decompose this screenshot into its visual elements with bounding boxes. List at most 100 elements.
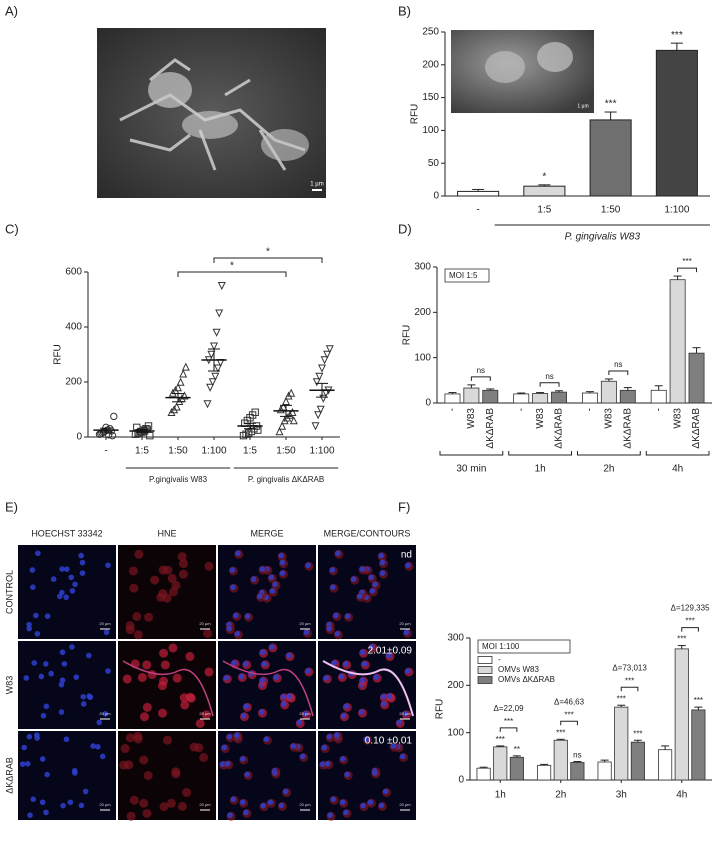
cell-stain: [125, 733, 135, 743]
cell-stain: [178, 559, 188, 569]
data-point: [320, 356, 329, 365]
cell-stain: [171, 769, 181, 779]
cell-nucleus: [256, 593, 263, 600]
bar: [688, 352, 705, 404]
delta-label: Δ=22,09: [494, 704, 525, 713]
group-bracket: [508, 451, 572, 456]
significance-label: ***: [682, 257, 691, 266]
delta-label: Δ=73,013: [612, 663, 647, 672]
data-point: [215, 309, 224, 318]
data-point: [279, 402, 288, 411]
cell-nucleus: [69, 588, 76, 594]
bar-label: ΔKΔRAB: [691, 408, 702, 449]
x-tick-label: 1:50: [601, 205, 621, 216]
cell-nucleus: [326, 625, 332, 632]
cell-nucleus: [330, 584, 336, 591]
significance-label: ***: [556, 728, 565, 737]
bar-label: ΔKΔRAB: [485, 408, 496, 449]
cell-stain: [157, 708, 167, 718]
cell-nucleus: [103, 629, 110, 636]
cell-nucleus: [356, 593, 363, 600]
cell-nucleus: [19, 761, 26, 767]
cell-nucleus: [378, 552, 384, 559]
cell-nucleus: [286, 652, 292, 659]
cell-nucleus: [340, 712, 347, 719]
bar: [669, 279, 686, 404]
cell-nucleus: [244, 771, 250, 778]
data-point: [311, 422, 320, 431]
cell-nucleus: [58, 681, 65, 688]
data-point: [312, 378, 321, 387]
comparison-bracket: [177, 271, 287, 277]
note-box: [477, 639, 571, 654]
significance-label: ***: [625, 676, 634, 685]
cell-nucleus: [359, 677, 366, 683]
cell-stain: [126, 811, 136, 821]
significance-label: **: [514, 745, 520, 754]
data-point: [319, 394, 328, 403]
cell-nucleus: [26, 733, 33, 740]
cell-nucleus: [59, 677, 66, 683]
data-point: [317, 364, 327, 373]
cell-stain: [204, 561, 214, 571]
cell-nucleus: [80, 693, 87, 700]
cell-stain: [147, 670, 157, 680]
inset-detail: [537, 42, 573, 72]
significance-bracket: [499, 727, 518, 732]
cell-nucleus: [334, 732, 340, 738]
cell-nucleus: [105, 668, 111, 674]
cell-nucleus: [235, 550, 241, 557]
cell-stain: [168, 643, 178, 653]
x-tick-label: 1:100: [309, 446, 334, 457]
cell-nucleus: [373, 674, 380, 680]
cell-nucleus: [280, 701, 287, 707]
cell-stain: [132, 611, 142, 621]
bar: [444, 393, 461, 404]
data-point: [275, 427, 284, 436]
significance-label: ***: [685, 617, 694, 626]
scale-bar-label: 20 µm: [199, 802, 211, 807]
bar-label: -: [516, 408, 527, 411]
bar: [570, 762, 585, 781]
cell-nucleus: [229, 567, 236, 573]
cell-nucleus: [78, 802, 85, 809]
cell-nucleus: [343, 809, 349, 816]
scale-bar-label: 20 µm: [299, 711, 311, 716]
cell-nucleus: [50, 576, 57, 582]
delta-label: Δ=46,63: [554, 697, 585, 706]
data-point: [217, 282, 226, 291]
y-tick-label: 200: [447, 680, 464, 691]
cell-nucleus: [379, 559, 386, 566]
cell-nucleus: [396, 719, 403, 726]
cell-stain: [195, 718, 205, 728]
cell-nucleus: [299, 753, 306, 760]
cell-nucleus: [339, 756, 346, 762]
column-header: MERGE: [250, 528, 283, 538]
bar: [457, 190, 500, 197]
cell-nucleus: [290, 743, 296, 749]
cell-stain: [167, 573, 177, 583]
cell-nucleus: [329, 567, 336, 573]
cell-stain: [125, 625, 135, 635]
bar: [650, 389, 667, 404]
scale-bar-label: 20 µm: [399, 802, 411, 807]
cell-nucleus: [263, 736, 270, 743]
scale-bar-label: 20 µm: [99, 802, 111, 807]
x-tick-label: 3h: [616, 790, 627, 801]
cell-nucleus: [282, 788, 289, 795]
bar: [614, 706, 629, 781]
cell-stain: [143, 771, 153, 781]
cell-nucleus: [378, 802, 385, 809]
data-point: [289, 416, 298, 425]
cell-nucleus: [358, 709, 365, 715]
quantification: 0.10 ±0.01: [365, 736, 413, 747]
x-tick-label: 1:100: [664, 205, 689, 216]
cell-nucleus: [278, 552, 284, 559]
significance-bracket: [681, 627, 699, 632]
bar: [463, 387, 480, 404]
cell-nucleus: [269, 588, 276, 594]
cell-nucleus: [24, 761, 31, 767]
cell-nucleus: [335, 550, 341, 557]
bar: [537, 764, 552, 781]
